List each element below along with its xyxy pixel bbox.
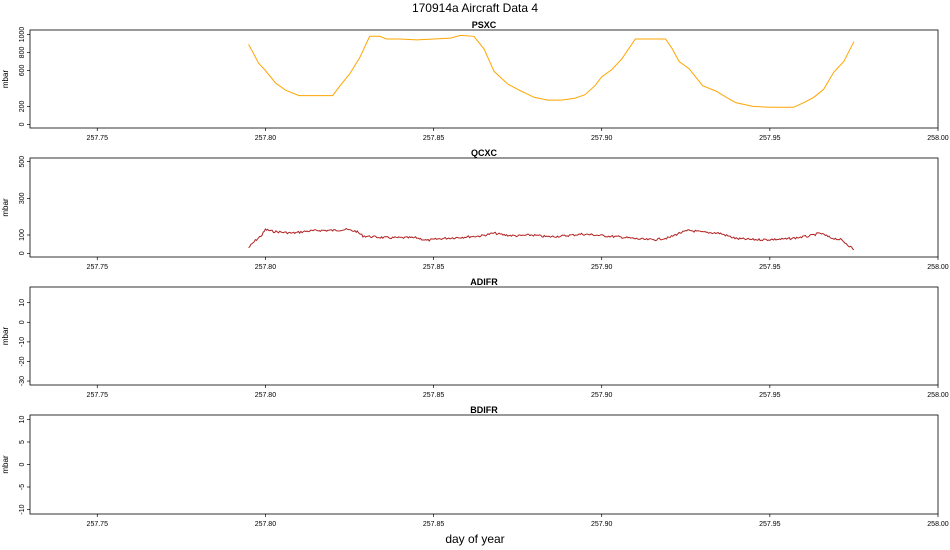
x-tick-label: 257.85 xyxy=(423,264,445,271)
x-tick-label: 257.85 xyxy=(423,392,445,399)
x-axis-label: day of year xyxy=(445,532,504,546)
x-tick-label: 257.80 xyxy=(255,264,277,271)
y-tick-label: -30 xyxy=(19,376,26,386)
y-tick-label: -10 xyxy=(19,337,26,347)
y-axis-label: mbar xyxy=(1,198,10,217)
x-tick-label: 258.00 xyxy=(927,521,949,528)
x-tick-label: 257.95 xyxy=(759,392,781,399)
y-tick-label: -5 xyxy=(19,484,26,490)
x-tick-label: 257.90 xyxy=(591,521,613,528)
panel-title: PSXC xyxy=(472,20,497,30)
panel-title: QCXC xyxy=(471,148,498,158)
panel-psxc: PSXC 257.75 257.80 257.85 257.90 257.95 258.00… xyxy=(1,20,949,142)
plot-frame xyxy=(29,414,939,515)
panel-adifr: ADIFR 257.75 257.80 257.85 257.90 257.95 258.0… xyxy=(1,277,949,399)
panel-qcxc: QCXC 257.75 257.80 257.85 257.90 257.95 258.00… xyxy=(1,148,949,271)
y-tick-label: 0 xyxy=(19,122,26,126)
x-tick-label: 257.80 xyxy=(255,521,277,528)
y-axis-label: mbar xyxy=(1,327,10,346)
y-tick-label: 5 xyxy=(19,440,26,444)
y-tick-label: 600 xyxy=(19,65,26,77)
x-tick-label: 257.85 xyxy=(423,521,445,528)
y-tick-label: -10 xyxy=(19,504,26,514)
panel-bdifr: BDIFR 257.75 257.80 257.85 257.90 257.95 258.0… xyxy=(1,405,949,528)
panel-title: ADIFR xyxy=(470,277,498,287)
plot-frame xyxy=(29,286,939,386)
y-axis-label: mbar xyxy=(1,455,10,474)
y-tick-label: 100 xyxy=(19,229,26,241)
series-line xyxy=(248,227,855,251)
x-tick-label: 257.80 xyxy=(255,135,277,142)
y-tick-label: 500 xyxy=(19,156,26,168)
y-tick-label: 800 xyxy=(19,47,26,59)
x-tick-label: 257.75 xyxy=(87,521,109,528)
y-tick-label: 0 xyxy=(19,320,26,324)
x-tick-label: 258.00 xyxy=(927,135,949,142)
series-line xyxy=(248,34,855,108)
x-tick-label: 257.85 xyxy=(423,135,445,142)
y-tick-label: 300 xyxy=(19,192,26,204)
panels-group: PSXC 257.75 257.80 257.85 257.90 257.95 258.00… xyxy=(1,20,949,528)
x-tick-label: 258.00 xyxy=(927,392,949,399)
y-tick-label: 1000 xyxy=(19,27,26,43)
panel-title: BDIFR xyxy=(470,405,498,415)
plot-frame xyxy=(29,29,939,129)
x-tick-label: 257.95 xyxy=(759,135,781,142)
plot-frame xyxy=(29,157,939,258)
x-tick-label: 257.90 xyxy=(591,135,613,142)
x-tick-label: 257.90 xyxy=(591,264,613,271)
y-tick-label: 10 xyxy=(19,416,26,424)
x-tick-label: 257.95 xyxy=(759,264,781,271)
y-tick-label: 200 xyxy=(19,100,26,112)
y-tick-label: 0 xyxy=(19,462,26,466)
x-tick-label: 257.80 xyxy=(255,392,277,399)
y-tick-label: 10 xyxy=(19,299,26,307)
y-axis-label: mbar xyxy=(1,70,10,89)
y-tick-label: 0 xyxy=(19,251,26,255)
x-tick-label: 257.75 xyxy=(87,264,109,271)
figure-title: 170914a Aircraft Data 4 xyxy=(412,1,538,15)
x-tick-label: 257.95 xyxy=(759,521,781,528)
x-tick-label: 257.75 xyxy=(87,392,109,399)
y-tick-label: -20 xyxy=(19,356,26,366)
x-tick-label: 258.00 xyxy=(927,264,949,271)
x-tick-label: 257.90 xyxy=(591,392,613,399)
x-tick-label: 257.75 xyxy=(87,135,109,142)
